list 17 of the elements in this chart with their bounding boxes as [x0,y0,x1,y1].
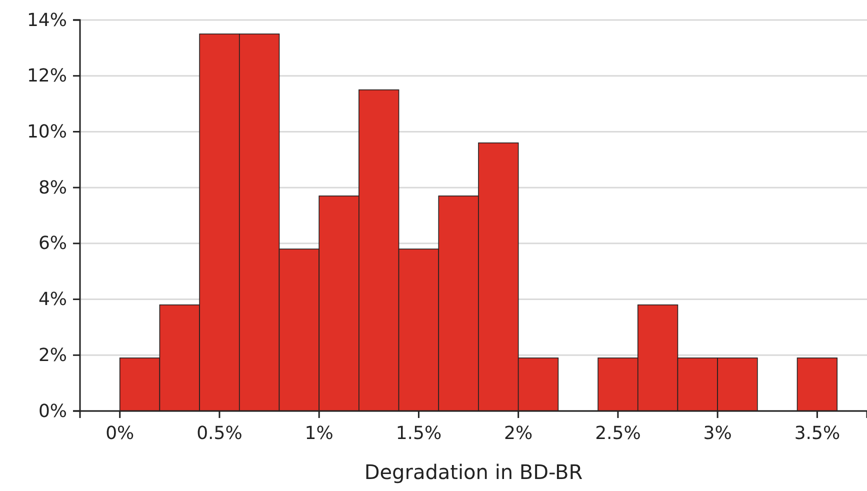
x-tick-label: 3.5% [794,422,840,444]
y-tick-label: 0% [38,400,67,422]
x-tick-label: 0% [106,422,134,444]
y-tick-label: 12% [26,66,67,87]
y-tick-label: 6% [38,233,67,254]
y-tick-label: 8% [38,177,67,198]
y-tick-label: 14% [26,10,67,31]
y-tick-label: 2% [38,344,67,366]
x-tick-label: 2.5% [595,422,641,444]
y-tick-label: 4% [38,289,67,310]
x-tick-label: 0.5% [196,422,242,444]
x-tick-label: 1.5% [396,422,442,444]
y-tick-label: 10% [26,121,67,142]
x-tick-label: 2% [504,422,533,444]
x-axis-title: Degradation in BD-BR [364,460,583,484]
x-tick-label: 1% [304,422,334,444]
x-tick-label: 3% [703,422,732,444]
